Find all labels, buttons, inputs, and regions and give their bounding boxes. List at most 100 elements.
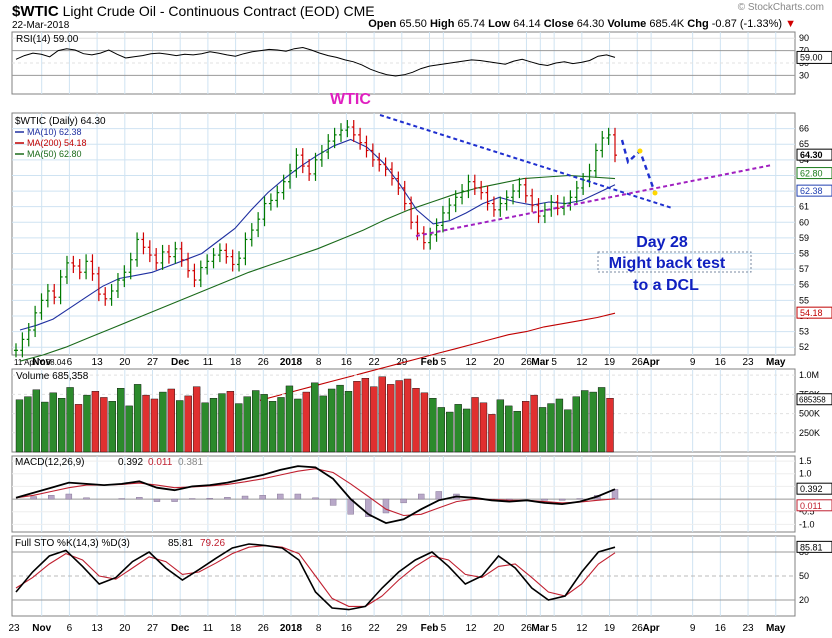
ohlc-bar xyxy=(326,134,331,160)
macd-hist-bar xyxy=(48,495,55,500)
macd-hist-bar xyxy=(171,498,178,502)
volume-bar xyxy=(547,403,555,453)
ohlc-bar xyxy=(179,241,184,267)
volume-bar xyxy=(125,405,133,453)
ohlc-bar xyxy=(472,174,477,195)
price-tick-label: 55 xyxy=(799,295,809,305)
x-tick-label-bottom: Apr xyxy=(642,623,659,634)
macd-hist-bar xyxy=(541,498,548,501)
ohlc-bar xyxy=(135,232,140,267)
volume-bar xyxy=(606,398,614,453)
volume-bar xyxy=(437,407,445,453)
sto-d-value: 79.26 xyxy=(200,538,225,549)
volume-bar xyxy=(218,393,226,453)
x-tick-label-bottom: 26 xyxy=(521,623,533,634)
price-last-label: 62.80 xyxy=(800,169,823,179)
x-tick-label-bottom: 2018 xyxy=(280,623,303,634)
ohlc-bar xyxy=(84,254,89,280)
ohlc-bar xyxy=(479,180,484,200)
chg-label: Chg xyxy=(687,18,709,30)
macd-legend: MACD(12,26,9) xyxy=(15,457,84,468)
ohlc-bar xyxy=(568,190,573,211)
ohlc-bar xyxy=(243,232,248,266)
volume-bar xyxy=(361,378,370,453)
x-tick-label-bottom: 8 xyxy=(316,623,322,634)
volume-bar xyxy=(462,408,471,453)
x-tick-label: 19 xyxy=(604,357,616,368)
x-tick-label-bottom: 5 xyxy=(441,623,447,634)
volume-bar xyxy=(412,388,420,453)
projected-path xyxy=(620,139,657,194)
ohlc-bar xyxy=(39,293,44,320)
ohlc-bar xyxy=(141,232,146,255)
price-last-box xyxy=(796,184,832,197)
open-value: 65.50 xyxy=(399,18,427,30)
volume-bar xyxy=(243,396,251,453)
x-tick-label-bottom: 5 xyxy=(551,623,557,634)
ohlc-bar xyxy=(109,283,114,306)
volume-bar xyxy=(429,398,437,453)
sto-tick-label: 50 xyxy=(799,571,809,581)
x-tick-label: 22 xyxy=(369,357,381,368)
ohlc-bar xyxy=(173,241,178,264)
x-tick-label: May xyxy=(766,357,786,368)
volume-bar xyxy=(479,402,488,453)
price-tick-label: 59 xyxy=(799,233,809,243)
ohlc-bar xyxy=(511,184,516,205)
macd-last-label: 0.392 xyxy=(800,484,823,494)
ohlc-bar xyxy=(530,188,535,213)
price-tick-label: 65 xyxy=(799,139,809,149)
price-last-box xyxy=(796,148,832,161)
chg-value: -0.87 (-1.33%) xyxy=(711,18,783,30)
ohlc-bar xyxy=(389,162,394,186)
volume-bar xyxy=(530,394,538,453)
ohlc-bar xyxy=(77,258,82,280)
volume-bar xyxy=(538,407,547,453)
macd-hist-bar xyxy=(277,493,284,500)
volume-bar xyxy=(91,391,100,453)
macd-last-box xyxy=(796,482,832,495)
x-tick-label: 2018 xyxy=(280,357,303,368)
ma50-line xyxy=(19,174,616,362)
ohlc-bar xyxy=(440,205,445,233)
ohlc-bar xyxy=(466,174,471,199)
ohlc-bar xyxy=(256,212,261,238)
ma200-line xyxy=(259,312,616,401)
ohlc-bar xyxy=(574,180,579,205)
ohlc-bar xyxy=(192,263,197,288)
volume-bar xyxy=(108,401,116,453)
volume-bar xyxy=(66,387,74,453)
ohlc-bar xyxy=(147,240,152,263)
ohlc-bar xyxy=(115,273,120,299)
x-tick-label: 8 xyxy=(316,357,322,368)
ohlc-bar xyxy=(491,196,496,217)
price-tick-label: 57 xyxy=(799,264,809,274)
macd-hist-bar xyxy=(118,498,125,500)
volume-bar xyxy=(505,405,513,453)
x-tick-label-bottom: Feb xyxy=(421,623,439,634)
ohlc-bar xyxy=(307,159,312,181)
rsi-line xyxy=(15,46,616,77)
ohlc-bar xyxy=(351,120,356,142)
x-tick-label-bottom: May xyxy=(766,623,786,634)
macd-hist-bar xyxy=(30,496,37,500)
price-legend: $WTIC (Daily) 64.30 xyxy=(15,116,106,127)
volume-bar xyxy=(353,381,361,453)
rsi-tick-label: 70 xyxy=(799,46,809,56)
sto-d-line xyxy=(15,545,616,607)
price-last-box xyxy=(796,167,832,180)
macd-hist-bar xyxy=(65,493,73,500)
volume-last-label: 685358 xyxy=(799,396,826,405)
ohlc-bar xyxy=(377,152,382,172)
macd-hist-bar xyxy=(153,498,161,502)
ohlc-bar xyxy=(606,127,611,146)
ohlc-bar xyxy=(504,190,509,211)
ohlc-bar xyxy=(122,265,127,288)
macd-hist-bar xyxy=(188,498,196,500)
x-tick-label-bottom: 16 xyxy=(715,623,727,634)
ohlc-bar xyxy=(186,252,191,278)
x-tick-label-bottom: 11 xyxy=(203,623,214,634)
volume-bar xyxy=(589,391,597,453)
macd-hist-bar xyxy=(329,498,337,506)
ohlc-bar xyxy=(358,127,363,150)
